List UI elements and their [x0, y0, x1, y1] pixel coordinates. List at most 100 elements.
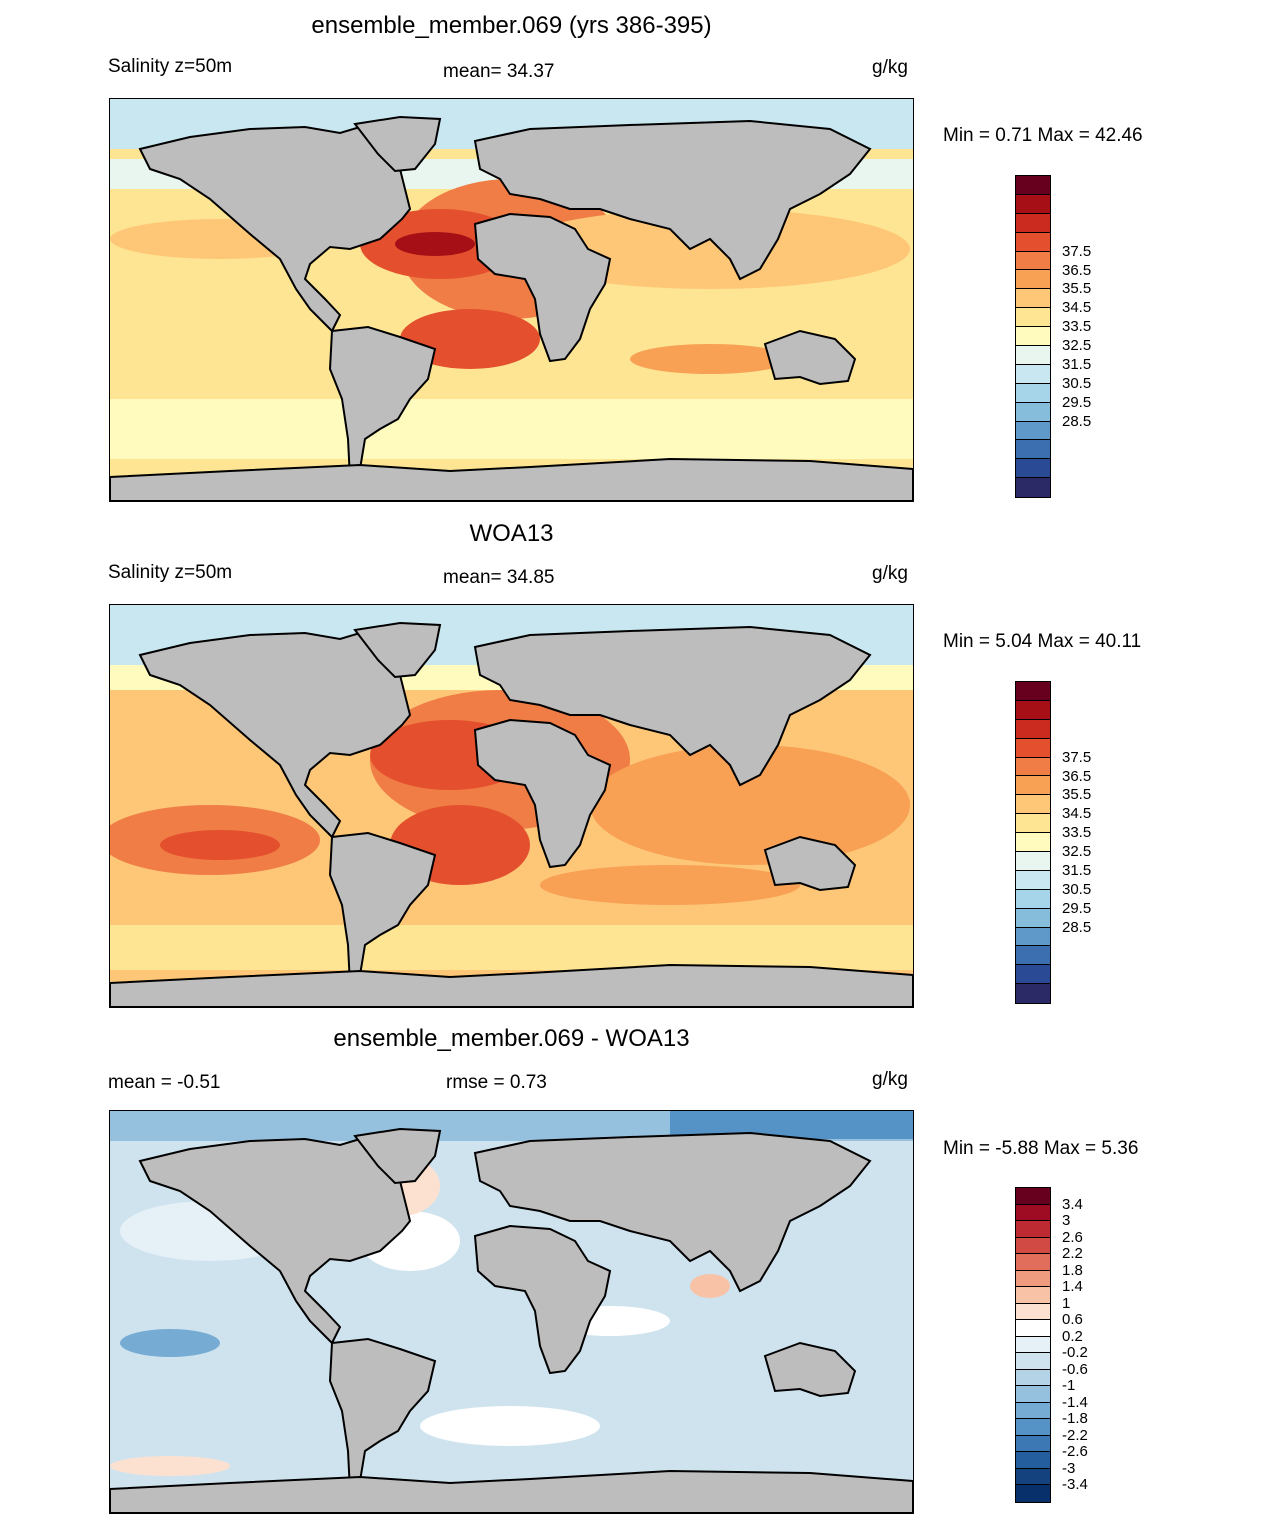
colorbar-swatch — [1016, 719, 1050, 739]
colorbar-swatch — [1016, 682, 1050, 701]
colorbar-tick-label: -3.4 — [1062, 1476, 1088, 1493]
colorbar-swatch — [1016, 946, 1050, 966]
colorbar-tick-label: -2.2 — [1062, 1426, 1088, 1444]
mean-label-obs: mean= 34.85 — [443, 567, 555, 588]
colorbar-tick-label: -1 — [1062, 1377, 1076, 1394]
colorbar-swatch — [1016, 889, 1050, 909]
colorbar-tick-label: -1.4 — [1062, 1393, 1088, 1411]
colorbar-tick-label: 36.5 — [1062, 261, 1092, 279]
colorbar-tick-label: 32.5 — [1062, 843, 1092, 861]
units-label-model: g/kg — [872, 57, 908, 78]
colorbar-swatch — [1016, 251, 1050, 271]
salinity-difference-map — [109, 1110, 914, 1514]
salinity-map-obs — [109, 604, 914, 1008]
colorbar-tick-label: 30.5 — [1062, 880, 1092, 898]
colorbar-tick-label: 31.5 — [1062, 862, 1092, 879]
colorbar-swatch — [1016, 1287, 1050, 1304]
colorbar-swatch — [1016, 308, 1050, 328]
colorbar-tick-label: 1.4 — [1062, 1278, 1083, 1295]
map-svg — [110, 99, 913, 501]
minmax-label-model: Min = 0.71 Max = 42.46 — [943, 125, 1143, 146]
colorbar-swatch — [1016, 1386, 1050, 1403]
colorbar-diff — [1015, 1187, 1051, 1503]
colorbar-swatch — [1016, 1188, 1050, 1205]
colorbar-swatch — [1016, 795, 1050, 815]
colorbar-swatch — [1016, 289, 1050, 309]
colorbar-tick-label: 35.5 — [1062, 786, 1092, 804]
colorbar-swatch — [1016, 833, 1050, 853]
colorbar-swatch — [1016, 1419, 1050, 1436]
colorbar-tick-label: 2.6 — [1062, 1228, 1083, 1246]
colorbar-tick-label: 33.5 — [1062, 824, 1092, 842]
colorbar-tick-label: 35.5 — [1062, 280, 1092, 298]
units-label-diff: g/kg — [872, 1069, 908, 1090]
colorbar-swatch — [1016, 1204, 1050, 1221]
colorbar-swatch — [1016, 1303, 1050, 1320]
colorbar-swatch — [1016, 1369, 1050, 1386]
colorbar-swatch — [1016, 965, 1050, 985]
panel-title-obs: WOA13 — [469, 520, 554, 547]
colorbar-swatch — [1016, 1270, 1050, 1287]
colorbar-swatch — [1016, 270, 1050, 290]
panel-title-model: ensemble_member.069 (yrs 386-395) — [311, 12, 712, 39]
colorbar-obs — [1015, 681, 1051, 1005]
colorbar-swatch — [1016, 700, 1050, 720]
colorbar-swatch — [1016, 1254, 1050, 1271]
colorbar-swatch — [1016, 870, 1050, 890]
colorbar-tick-label: 37.5 — [1062, 242, 1092, 260]
colorbar-model — [1015, 175, 1051, 499]
colorbar-swatch — [1016, 776, 1050, 796]
colorbar-swatch — [1016, 908, 1050, 928]
colorbar-tick-label: 30.5 — [1062, 374, 1092, 392]
colorbar-tick-label: 3.4 — [1062, 1195, 1083, 1213]
colorbar-tick-label: 32.5 — [1062, 337, 1092, 355]
colorbar-swatch — [1016, 213, 1050, 233]
colorbar-swatch — [1016, 1485, 1050, 1502]
colorbar-swatch — [1016, 1468, 1050, 1485]
colorbar-swatch — [1016, 984, 1050, 1004]
colorbar-tick-label: 3 — [1062, 1212, 1071, 1229]
colorbar-swatch — [1016, 1435, 1050, 1452]
mean-label-model: mean= 34.37 — [443, 61, 555, 82]
colorbar-tick-label: 36.5 — [1062, 767, 1092, 785]
colorbar-swatch — [1016, 1221, 1050, 1238]
colorbar-swatch — [1016, 232, 1050, 252]
colorbar-tick-label: 0.6 — [1062, 1311, 1083, 1328]
colorbar-tick-label: 29.5 — [1062, 393, 1092, 411]
colorbar-swatch — [1016, 927, 1050, 947]
minmax-label-diff: Min = -5.88 Max = 5.36 — [943, 1138, 1139, 1159]
colorbar-tick-label: -1.8 — [1062, 1410, 1088, 1427]
colorbar-tick-label: 29.5 — [1062, 899, 1092, 917]
colorbar-swatch — [1016, 421, 1050, 441]
colorbar-swatch — [1016, 478, 1050, 498]
variable-label-obs: Salinity z=50m — [108, 562, 233, 583]
colorbar-tick-label: 28.5 — [1062, 918, 1092, 936]
mean-label-diff: mean = -0.51 — [108, 1072, 221, 1093]
colorbar-swatch — [1016, 1336, 1050, 1353]
map-svg — [110, 605, 913, 1007]
colorbar-tick-label: -3 — [1062, 1459, 1076, 1477]
colorbar-tick-label: -2.6 — [1062, 1443, 1088, 1460]
colorbar-tick-label: 37.5 — [1062, 748, 1092, 766]
colorbar-swatch — [1016, 346, 1050, 365]
colorbar-tick-label: 31.5 — [1062, 356, 1092, 373]
colorbar-tick-label: 28.5 — [1062, 412, 1092, 430]
colorbar-tick-label: -0.2 — [1062, 1344, 1088, 1361]
colorbar-swatch — [1016, 383, 1050, 403]
colorbar-swatch — [1016, 814, 1050, 834]
colorbar-swatch — [1016, 1353, 1050, 1370]
colorbar-tick-label: 1 — [1062, 1294, 1071, 1312]
colorbar-swatch — [1016, 440, 1050, 460]
colorbar-swatch — [1016, 327, 1050, 347]
colorbar-swatch — [1016, 176, 1050, 195]
variable-label-model: Salinity z=50m — [108, 56, 233, 77]
colorbar-tick-label: 34.5 — [1062, 299, 1092, 317]
colorbar-swatch — [1016, 757, 1050, 777]
salinity-map-model — [109, 98, 914, 502]
colorbar-swatch — [1016, 1237, 1050, 1254]
colorbar-tick-label: 33.5 — [1062, 318, 1092, 336]
rmse-label-diff: rmse = 0.73 — [446, 1072, 547, 1093]
map-svg — [110, 1111, 913, 1513]
units-label-obs: g/kg — [872, 563, 908, 584]
colorbar-swatch — [1016, 1320, 1050, 1337]
